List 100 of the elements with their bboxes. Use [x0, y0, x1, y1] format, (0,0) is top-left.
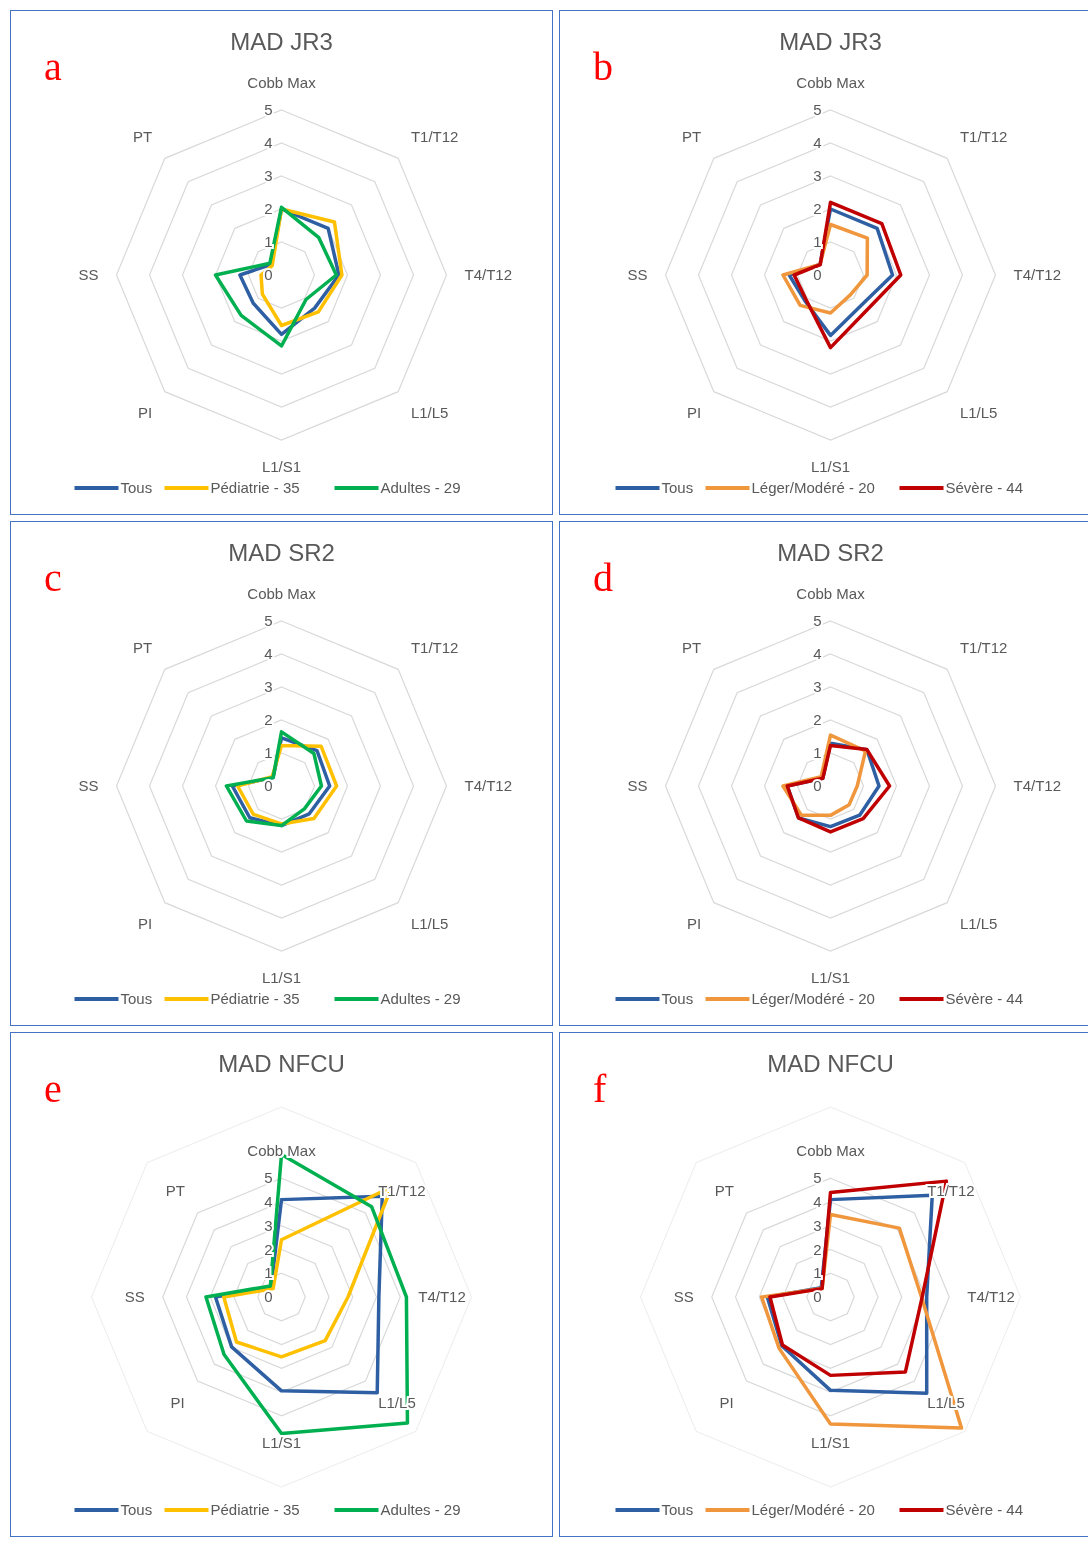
chart-title: MAD NFCU — [767, 1050, 894, 1077]
spoke-label: L1/S1 — [810, 1433, 851, 1451]
chart-title: MAD SR2 — [228, 539, 335, 566]
y-tick-label: 0 — [813, 1288, 822, 1305]
y-tick-label: 2 — [813, 200, 822, 217]
legend-label: Sévère - 44 — [945, 479, 1024, 496]
y-tick-label: 1 — [264, 233, 273, 250]
spoke-label: PI — [686, 915, 702, 933]
y-tick-label: 2 — [264, 711, 273, 728]
spoke-label: L1/S1 — [810, 458, 851, 475]
spoke-label: SS — [124, 1288, 145, 1305]
spoke-label: Cobb Max — [796, 585, 866, 602]
spoke-label: T1/T12 — [959, 127, 1008, 145]
spoke-label: PT — [681, 638, 702, 656]
y-tick-label: 3 — [813, 1216, 822, 1234]
spoke-label: T4/T12 — [1013, 266, 1062, 283]
y-tick-label: 3 — [264, 678, 273, 695]
spoke-label: Cobb Max — [247, 585, 317, 602]
y-tick-label: 5 — [264, 101, 273, 118]
spoke-label: T1/T12 — [410, 638, 459, 656]
spoke-label: SS — [673, 1288, 694, 1305]
spoke-label: PT — [132, 638, 153, 656]
spoke-label: PT — [714, 1182, 734, 1200]
y-tick-label: 0 — [813, 266, 822, 283]
legend-label: Tous — [661, 990, 694, 1007]
y-tick-label: 2 — [813, 1240, 822, 1258]
spoke-label: Cobb Max — [796, 1142, 866, 1160]
spoke-label: SS — [627, 266, 648, 283]
legend-label: Léger/Modéré - 20 — [751, 1501, 875, 1518]
spoke-label: L1/L5 — [410, 404, 449, 422]
y-tick-label: 0 — [264, 266, 273, 283]
spoke-label: T4/T12 — [967, 1288, 1015, 1305]
y-tick-label: 3 — [813, 167, 822, 184]
y-tick-label: 5 — [813, 1169, 822, 1187]
legend-label: Adultes - 29 — [380, 1501, 461, 1518]
spoke-label: T1/T12 — [410, 127, 459, 145]
spoke-label: PI — [137, 404, 153, 422]
text: d — [593, 555, 613, 600]
y-tick-label: 5 — [264, 1169, 273, 1187]
y-tick-label: 1 — [813, 233, 822, 250]
y-tick-label: 4 — [264, 134, 273, 151]
spoke-label: Cobb Max — [796, 74, 866, 91]
y-tick-label: 4 — [813, 645, 822, 662]
spoke-label: PT — [681, 127, 702, 145]
y-tick-label: 5 — [264, 612, 273, 629]
legend-label: Tous — [661, 479, 694, 496]
legend-label: Pédiatrie - 35 — [210, 1501, 300, 1518]
chart-title: MAD SR2 — [777, 539, 884, 566]
legend-label: Léger/Modéré - 20 — [751, 990, 875, 1007]
spoke-label: T4/T12 — [1013, 777, 1062, 794]
y-tick-label: 1 — [264, 744, 273, 761]
legend-label: Tous — [120, 479, 153, 496]
spoke-label: L1/L5 — [410, 915, 449, 933]
y-tick-label: 2 — [264, 200, 273, 217]
y-tick-label: 0 — [264, 1288, 273, 1305]
y-tick-label: 3 — [264, 1216, 273, 1234]
spoke-label: T4/T12 — [464, 266, 513, 283]
y-tick-label: 4 — [264, 645, 273, 662]
y-tick-label: 3 — [264, 167, 273, 184]
text: e — [44, 1066, 62, 1111]
spoke-label: L1/S1 — [810, 969, 851, 986]
legend-label: Tous — [661, 1501, 694, 1518]
spoke-label: T4/T12 — [418, 1288, 466, 1305]
legend-label: Léger/Modéré - 20 — [751, 479, 875, 496]
y-tick-label: 0 — [264, 777, 273, 794]
y-tick-label: 4 — [264, 1193, 273, 1210]
spoke-label: PI — [137, 915, 153, 933]
spoke-label: SS — [78, 266, 99, 283]
y-tick-label: 2 — [264, 1240, 273, 1258]
spoke-label: PT — [132, 127, 153, 145]
spoke-label: T1/T12 — [959, 638, 1008, 656]
spoke-label: T4/T12 — [464, 777, 513, 794]
legend-label: Adultes - 29 — [380, 479, 461, 496]
y-tick-label: 2 — [813, 711, 822, 728]
text: a — [44, 44, 62, 89]
spoke-label: L1/L5 — [959, 915, 998, 933]
legend-label: Pédiatrie - 35 — [210, 990, 300, 1007]
y-tick-label: 5 — [813, 612, 822, 629]
y-tick-label: 1 — [813, 744, 822, 761]
y-tick-label: 5 — [813, 101, 822, 118]
spoke-label: L1/S1 — [261, 969, 302, 986]
y-tick-label: 3 — [813, 678, 822, 695]
chart-title: MAD JR3 — [779, 28, 882, 55]
spoke-label: Cobb Max — [247, 1142, 317, 1160]
spoke-label: L1/S1 — [261, 458, 302, 475]
y-tick-label: 0 — [813, 777, 822, 794]
chart-title: MAD NFCU — [218, 1050, 345, 1077]
spoke-label: SS — [627, 777, 648, 794]
legend-label: Sévère - 44 — [945, 990, 1024, 1007]
spoke-label: PI — [686, 404, 702, 422]
legend-label: Pédiatrie - 35 — [210, 479, 300, 496]
legend-label: Adultes - 29 — [380, 990, 461, 1007]
spoke-label: SS — [78, 777, 99, 794]
legend-label: Sévère - 44 — [945, 1501, 1024, 1518]
text: f — [593, 1066, 607, 1111]
spoke-label: PT — [165, 1182, 185, 1200]
chart-title: MAD JR3 — [230, 28, 333, 55]
text: c — [44, 555, 62, 600]
spoke-label: PI — [719, 1393, 734, 1411]
spoke-label: L1/L5 — [959, 404, 998, 422]
